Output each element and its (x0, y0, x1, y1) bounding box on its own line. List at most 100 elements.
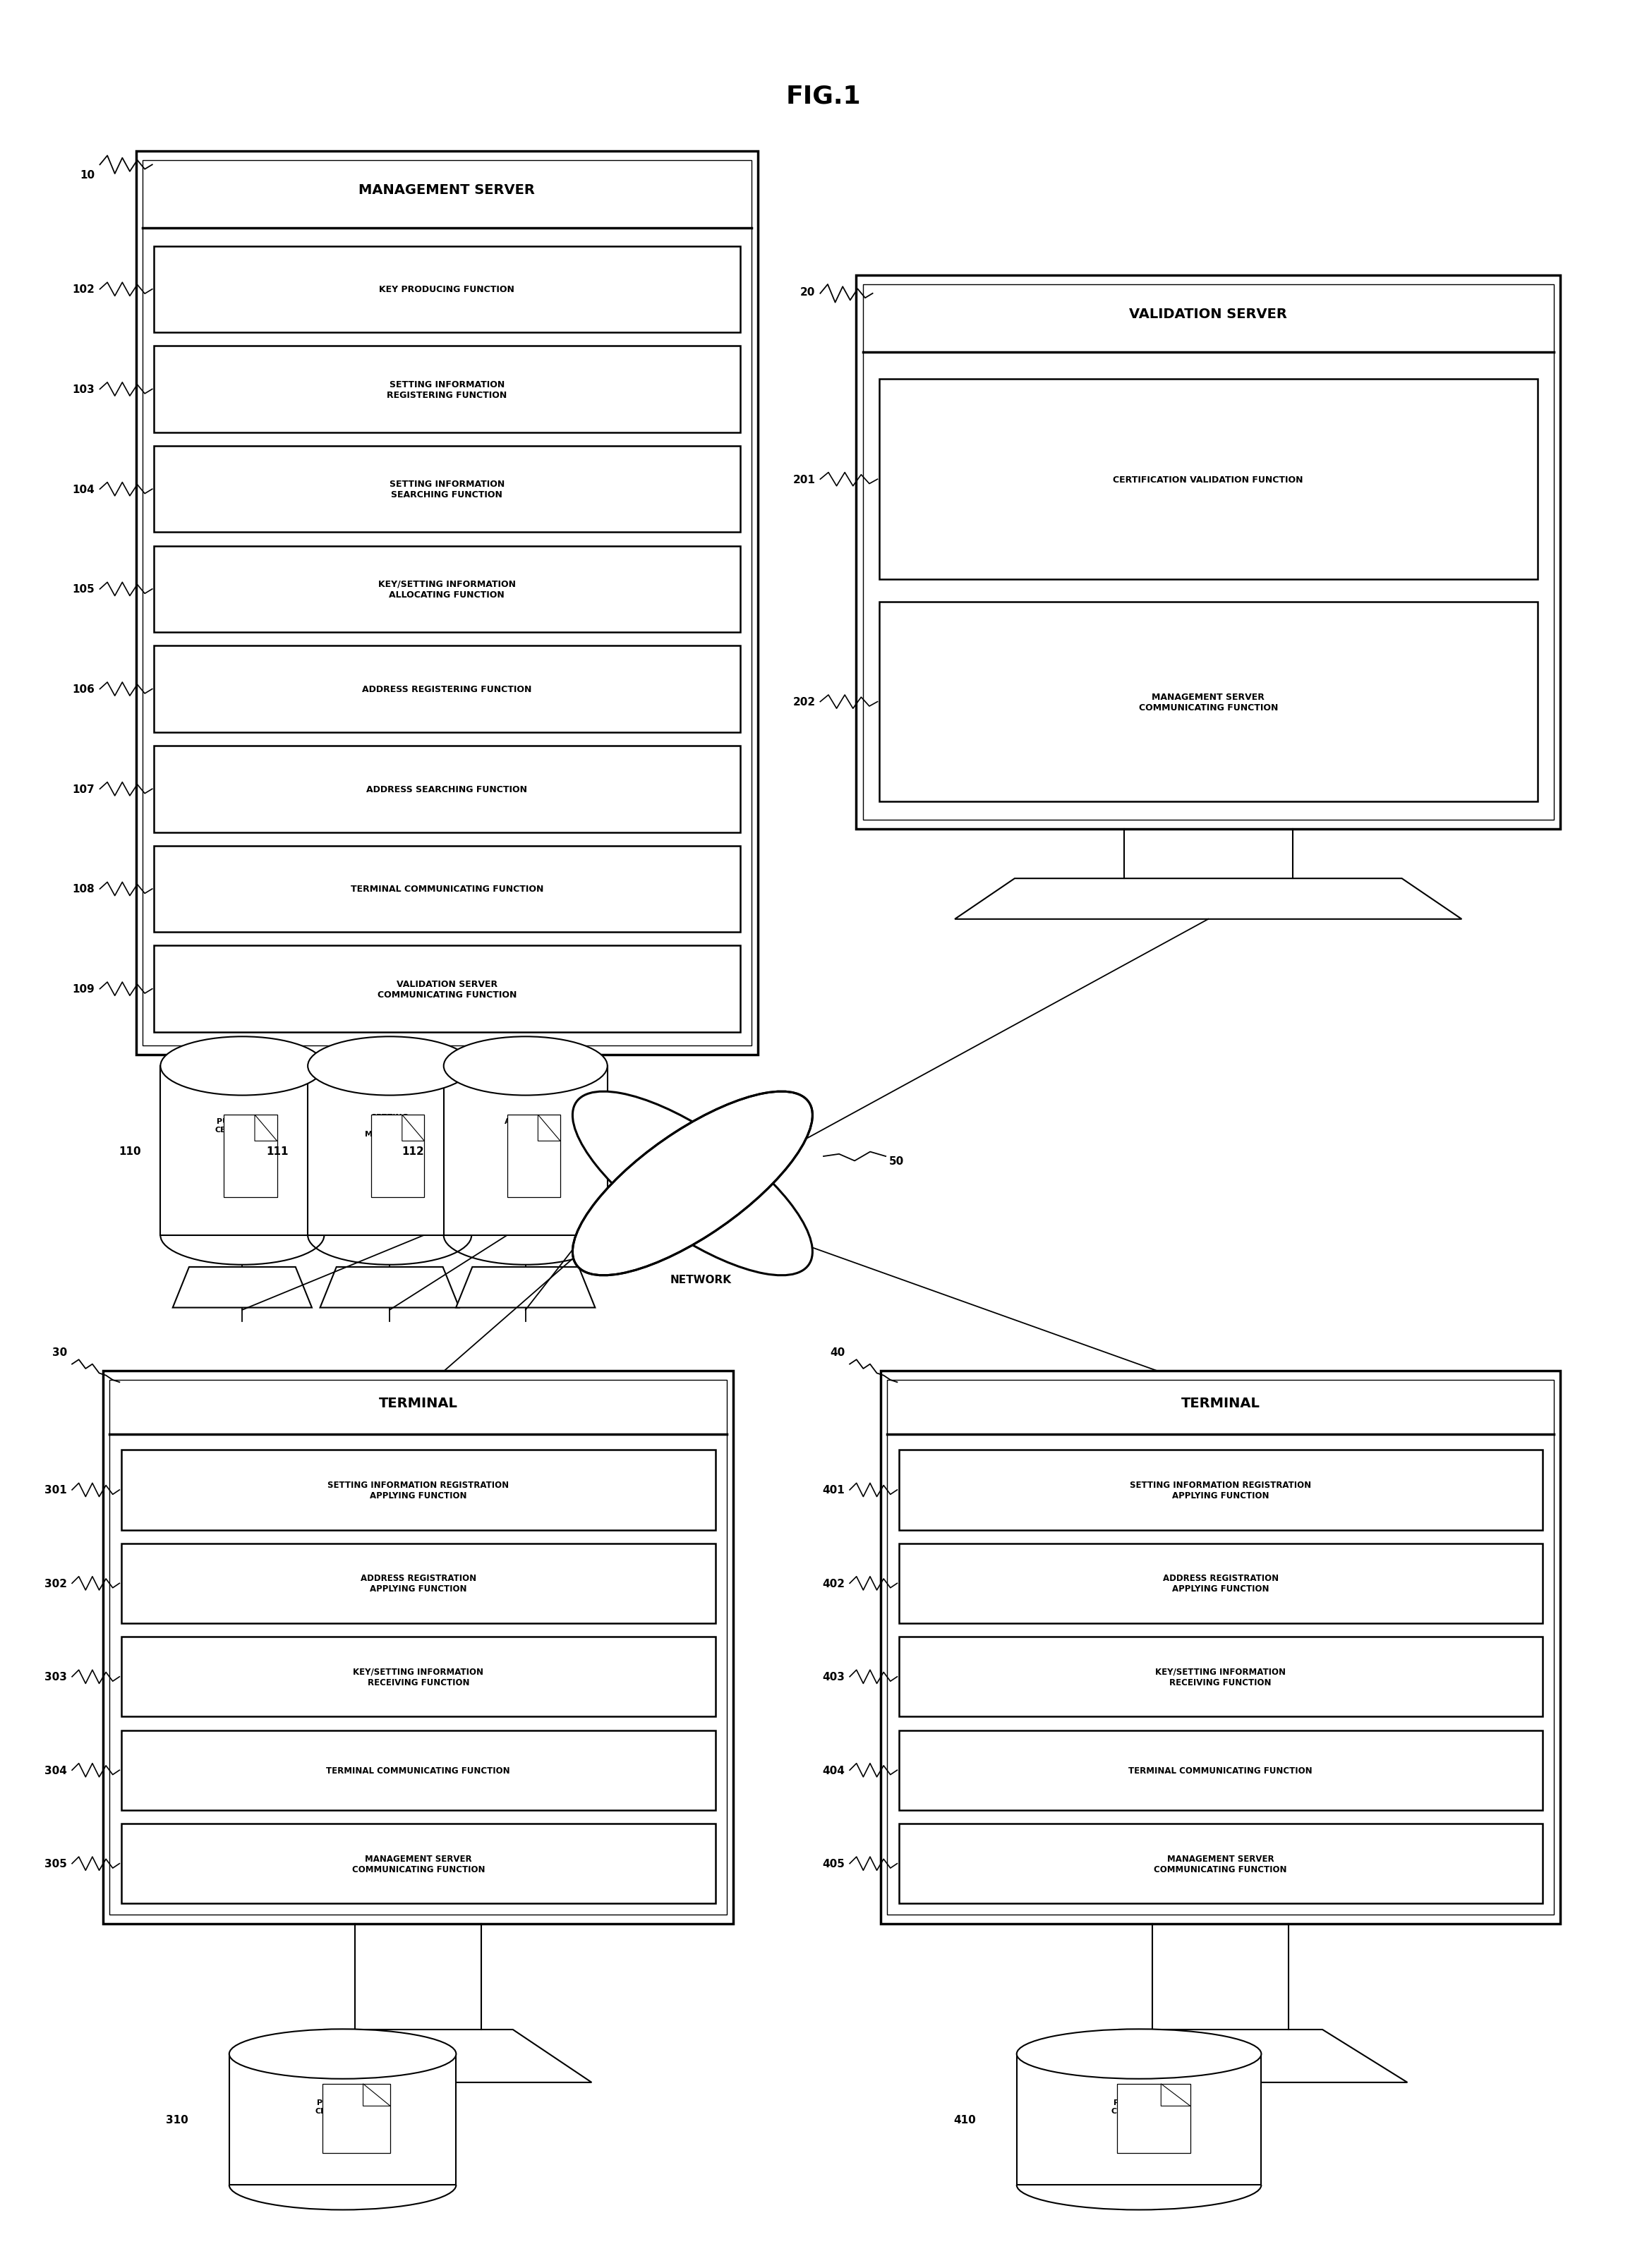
Text: 108: 108 (72, 885, 96, 894)
Bar (863, 286, 1553, 821)
Text: MANAGEMENT SERVER
COMMUNICATING FUNCTION: MANAGEMENT SERVER COMMUNICATING FUNCTION (352, 1853, 484, 1873)
Text: FIG.1: FIG.1 (786, 84, 861, 109)
Text: 20: 20 (800, 288, 815, 297)
Bar (371, 1116, 425, 1198)
Text: 305: 305 (44, 1857, 68, 1869)
Bar (110, 1381, 726, 1914)
Bar (142, 161, 751, 1046)
Text: SETTING
INFOR-
MATION DB: SETTING INFOR- MATION DB (364, 1114, 415, 1136)
Text: 109: 109 (72, 984, 96, 993)
Text: 405: 405 (822, 1857, 845, 1869)
Text: TERMINAL: TERMINAL (1181, 1397, 1260, 1408)
Bar (160, 1066, 324, 1236)
Bar (507, 1116, 560, 1198)
Ellipse shape (160, 1036, 324, 1095)
Text: CERTIFICATION VALIDATION FUNCTION: CERTIFICATION VALIDATION FUNCTION (1113, 474, 1303, 485)
Text: 111: 111 (265, 1145, 288, 1157)
Text: VALIDATION SERVER
COMMUNICATING FUNCTION: VALIDATION SERVER COMMUNICATING FUNCTION (377, 980, 517, 1000)
Text: ADDRESS REGISTERING FUNCTION: ADDRESS REGISTERING FUNCTION (362, 685, 532, 694)
Polygon shape (402, 1116, 425, 1141)
Text: ADDRESS
DB: ADDRESS DB (504, 1118, 547, 1134)
Text: TERMINAL COMMUNICATING FUNCTION: TERMINAL COMMUNICATING FUNCTION (351, 885, 544, 894)
Text: MANAGEMENT SERVER: MANAGEMENT SERVER (359, 184, 535, 197)
Text: 110: 110 (119, 1145, 140, 1157)
Polygon shape (1161, 2084, 1191, 2107)
Polygon shape (1034, 2030, 1408, 2082)
Text: 104: 104 (72, 485, 96, 494)
Bar (122, 1449, 715, 1531)
Polygon shape (173, 1268, 311, 1309)
Ellipse shape (308, 1036, 471, 1095)
Polygon shape (456, 1268, 595, 1309)
Bar (135, 152, 758, 1055)
Bar (879, 379, 1537, 581)
Polygon shape (955, 878, 1461, 919)
Text: PUBLIC KEY
CERTIFICATE: PUBLIC KEY CERTIFICATE (214, 1118, 270, 1134)
Bar (899, 1730, 1542, 1810)
Text: 40: 40 (830, 1347, 845, 1359)
Bar (153, 547, 740, 633)
Bar (229, 2055, 456, 2184)
Text: 401: 401 (822, 1486, 845, 1495)
Text: 105: 105 (72, 585, 96, 594)
Text: 410: 410 (954, 2114, 975, 2125)
Bar (899, 1823, 1542, 1903)
Text: TERMINAL COMMUNICATING FUNCTION: TERMINAL COMMUNICATING FUNCTION (326, 1767, 511, 1776)
Bar (879, 603, 1537, 803)
Text: 107: 107 (72, 785, 96, 794)
Bar (122, 1823, 715, 1903)
Polygon shape (362, 2084, 390, 2107)
Bar (153, 447, 740, 533)
Bar (856, 277, 1560, 830)
Text: KEY/SETTING INFORMATION
RECEIVING FUNCTION: KEY/SETTING INFORMATION RECEIVING FUNCTI… (1155, 1667, 1286, 1687)
Text: ADDRESS REGISTRATION
APPLYING FUNCTION: ADDRESS REGISTRATION APPLYING FUNCTION (361, 1574, 476, 1594)
Text: TERMINAL COMMUNICATING FUNCTION: TERMINAL COMMUNICATING FUNCTION (1128, 1767, 1313, 1776)
Ellipse shape (1016, 2030, 1262, 2080)
Text: 50: 50 (889, 1157, 904, 1166)
Ellipse shape (573, 1091, 812, 1275)
Text: 301: 301 (44, 1486, 68, 1495)
Bar (224, 1116, 277, 1198)
Text: PUBLIC KEY
CERTIFICATE: PUBLIC KEY CERTIFICATE (315, 2098, 371, 2114)
Bar (122, 1545, 715, 1624)
Polygon shape (255, 1116, 277, 1141)
Bar (1117, 2084, 1191, 2152)
Text: VALIDATION SERVER: VALIDATION SERVER (1130, 308, 1288, 322)
Bar (153, 846, 740, 932)
Text: MANAGEMENT SERVER
COMMUNICATING FUNCTION: MANAGEMENT SERVER COMMUNICATING FUNCTION (1138, 692, 1278, 712)
Text: SETTING INFORMATION
SEARCHING FUNCTION: SETTING INFORMATION SEARCHING FUNCTION (389, 481, 504, 499)
Bar (122, 1637, 715, 1717)
Bar (122, 1730, 715, 1810)
Text: MANAGEMENT SERVER
COMMUNICATING FUNCTION: MANAGEMENT SERVER COMMUNICATING FUNCTION (1155, 1853, 1286, 1873)
Text: 10: 10 (81, 170, 96, 181)
Text: 403: 403 (822, 1672, 845, 1683)
Text: 404: 404 (822, 1765, 845, 1776)
Text: 304: 304 (44, 1765, 68, 1776)
Text: TERMINAL: TERMINAL (379, 1397, 458, 1408)
Bar (899, 1545, 1542, 1624)
Polygon shape (320, 1268, 460, 1309)
Bar (888, 1381, 1553, 1914)
Bar (153, 646, 740, 733)
Bar (308, 1066, 471, 1236)
Ellipse shape (443, 1036, 608, 1095)
Text: 302: 302 (44, 1579, 68, 1590)
Ellipse shape (573, 1091, 812, 1275)
Bar (899, 1449, 1542, 1531)
Text: 310: 310 (166, 2114, 188, 2125)
Polygon shape (245, 2030, 591, 2082)
Bar (153, 347, 740, 433)
Bar (881, 1372, 1560, 1923)
Bar (443, 1066, 608, 1236)
Ellipse shape (229, 2030, 456, 2080)
Text: 303: 303 (44, 1672, 68, 1683)
Text: 201: 201 (792, 474, 815, 485)
Text: NETWORK: NETWORK (670, 1275, 731, 1284)
Text: SETTING INFORMATION REGISTRATION
APPLYING FUNCTION: SETTING INFORMATION REGISTRATION APPLYIN… (328, 1481, 509, 1499)
Text: 112: 112 (402, 1145, 423, 1157)
Text: 30: 30 (53, 1347, 68, 1359)
Bar (153, 946, 740, 1032)
Polygon shape (539, 1116, 560, 1141)
Text: KEY/SETTING INFORMATION
RECEIVING FUNCTION: KEY/SETTING INFORMATION RECEIVING FUNCTI… (352, 1667, 484, 1687)
Text: 402: 402 (822, 1579, 845, 1590)
